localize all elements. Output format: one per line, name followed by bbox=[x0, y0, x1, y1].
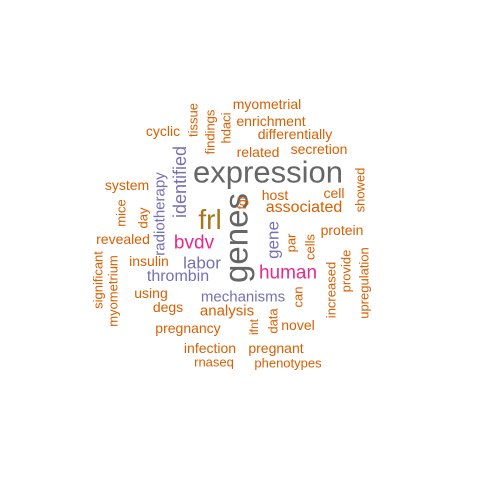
word-findings: findings bbox=[202, 109, 218, 155]
word-mice: mice bbox=[113, 199, 129, 227]
word-host: host bbox=[261, 187, 289, 203]
word-tissue: tissue bbox=[185, 103, 201, 137]
word-increased: increased bbox=[323, 261, 339, 319]
word-rnaseq: rnaseq bbox=[194, 354, 234, 370]
word-labor: labor bbox=[183, 253, 221, 273]
word-infection: infection bbox=[183, 340, 237, 356]
word-par: par bbox=[283, 233, 299, 253]
word-fgl: fgl bbox=[235, 196, 249, 210]
word-significant: significant bbox=[90, 251, 106, 309]
word-showed: showed bbox=[352, 167, 368, 213]
word-myometrial: myometrial bbox=[232, 96, 302, 112]
word-revealed: revealed bbox=[96, 231, 150, 247]
word-mechanisms: mechanisms bbox=[200, 288, 286, 306]
word-novel: novel bbox=[281, 317, 315, 333]
word-insulin: insulin bbox=[129, 253, 169, 269]
word-frl: frl bbox=[198, 204, 222, 235]
word-ifnt: ifnt bbox=[247, 318, 261, 336]
word-provide: provide bbox=[338, 249, 354, 293]
word-upregulation: upregulation bbox=[356, 247, 372, 319]
word-identified: identified bbox=[170, 145, 190, 219]
word-enrichment: enrichment bbox=[236, 113, 306, 129]
word-cyclic: cyclic bbox=[145, 123, 181, 139]
word-data: data bbox=[265, 308, 281, 334]
word-phenotypes: phenotypes bbox=[254, 355, 322, 371]
word-protein: protein bbox=[320, 222, 364, 238]
word-cells: cells bbox=[302, 233, 318, 261]
word-degs: degs bbox=[152, 299, 184, 315]
word-day: day bbox=[135, 207, 151, 229]
word-pregnancy: pregnancy bbox=[155, 320, 221, 336]
word-cell: cell bbox=[323, 185, 345, 201]
word-human: human bbox=[258, 262, 318, 284]
word-analysis: analysis bbox=[199, 302, 255, 320]
word-hdaci: hdaci bbox=[218, 112, 234, 144]
word-associated: associated bbox=[265, 199, 343, 216]
word-pregnant: pregnant bbox=[248, 340, 304, 356]
word-secretion: secretion bbox=[290, 141, 348, 157]
word-can: can bbox=[290, 286, 306, 308]
word-myometrium: myometrium bbox=[105, 255, 121, 327]
word-using: using bbox=[134, 285, 168, 301]
word-differentially: differentially bbox=[257, 126, 333, 142]
word-related: related bbox=[236, 144, 280, 160]
word-gene: gene bbox=[263, 221, 283, 259]
word-radiotherapy: radiotherapy bbox=[151, 172, 169, 256]
word-expression: expression bbox=[193, 154, 343, 190]
word-bvdv: bvdv bbox=[173, 232, 215, 254]
word-thrombin: thrombin bbox=[146, 268, 210, 285]
word-system: system bbox=[104, 177, 150, 193]
